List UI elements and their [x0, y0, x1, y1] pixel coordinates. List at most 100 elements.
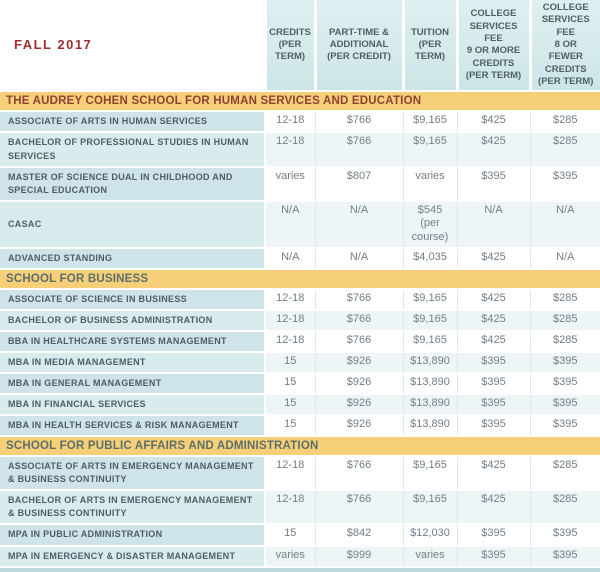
- value-cell-credits: 15: [264, 415, 315, 438]
- section-header-row: THE AUDREY COHEN SCHOOL FOR HUMAN SERVIC…: [0, 91, 600, 113]
- value-cell-tuition: $9,165: [402, 309, 457, 333]
- value-cell-part-time: $842: [314, 524, 403, 547]
- table-row: ADVANCED STANDING N/A N/A $4,035 $425 N/A: [0, 247, 600, 270]
- value-cell-fee-9-or-more: $425: [456, 456, 530, 492]
- value-cell-credits: 12-18: [264, 490, 315, 526]
- value-cell-fee-8-or-fewer: $395: [529, 352, 600, 375]
- column-header-fee-9-or-more: COLLEGE SERVICES FEE 9 OR MORE CREDITS (…: [455, 0, 530, 93]
- value-cell-credits: N/A: [264, 200, 315, 249]
- value-cell-part-time: $926: [314, 373, 403, 396]
- table-row: BACHELOR OF BUSINESS ADMINISTRATION 12-18…: [0, 309, 600, 333]
- value-cell-tuition: $9,165: [402, 331, 457, 354]
- value-cell-credits: 15: [264, 524, 315, 547]
- value-cell-fee-9-or-more: $395: [456, 524, 530, 547]
- section-header-row: SCHOOL FOR BUSINESS: [0, 268, 600, 290]
- column-header-tuition: TUITION (PER TERM): [401, 0, 457, 93]
- value-cell-part-time: $766: [314, 331, 403, 354]
- value-cell-fee-9-or-more: N/A: [456, 200, 530, 249]
- section-title: SCHOOL FOR PUBLIC AFFAIRS AND ADMINISTRA…: [0, 436, 600, 458]
- value-cell-part-time: $926: [314, 352, 403, 375]
- value-cell-tuition: $9,165: [402, 111, 457, 134]
- value-cell-fee-9-or-more: $395: [456, 415, 530, 438]
- value-cell-part-time: $766: [314, 111, 403, 134]
- value-cell-credits: 12-18: [264, 309, 315, 333]
- value-cell-tuition: $13,890: [402, 373, 457, 396]
- value-cell-fee-9-or-more: $425: [456, 111, 530, 134]
- value-cell-credits: 12-18: [264, 132, 315, 168]
- value-cell-fee-9-or-more: $425: [456, 331, 530, 354]
- value-cell-tuition: $13,890: [402, 352, 457, 375]
- value-cell-tuition: $13,890: [402, 394, 457, 417]
- value-cell-part-time: $999: [314, 545, 403, 568]
- program-name: ASSOCIATE OF ARTS IN EMERGENCY MANAGEMEN…: [0, 456, 266, 492]
- value-cell-fee-9-or-more: $395: [456, 166, 530, 202]
- table-row: MBA IN FINANCIAL SERVICES 15 $926 $13,890 $3…: [0, 394, 600, 417]
- table-bottom-border: [0, 566, 600, 572]
- value-cell-fee-9-or-more: $425: [456, 490, 530, 526]
- value-cell-credits: 12-18: [264, 111, 315, 134]
- value-cell-credits: 15: [264, 352, 315, 375]
- value-cell-fee-8-or-fewer: $285: [529, 490, 600, 526]
- program-name: MBA IN FINANCIAL SERVICES: [0, 394, 266, 417]
- table-row: CASAC N/A N/A $545 (per course) N/A N/A: [0, 200, 600, 249]
- value-cell-credits: 12-18: [264, 456, 315, 492]
- value-cell-fee-8-or-fewer: $285: [529, 111, 600, 134]
- value-cell-part-time: $926: [314, 415, 403, 438]
- table-row: BBA IN HEALTHCARE SYSTEMS MANAGEMENT 12-1…: [0, 331, 600, 354]
- value-cell-part-time: N/A: [314, 247, 403, 270]
- value-cell-fee-9-or-more: $425: [456, 247, 530, 270]
- program-name: MPA IN PUBLIC ADMINISTRATION: [0, 524, 266, 547]
- value-cell-tuition: varies: [402, 166, 457, 202]
- term-corner-cell: FALL 2017: [0, 0, 265, 93]
- table-row: ASSOCIATE OF ARTS IN HUMAN SERVICES 12-18…: [0, 111, 600, 134]
- table-row: ASSOCIATE OF ARTS IN EMERGENCY MANAGEMEN…: [0, 456, 600, 492]
- value-cell-fee-8-or-fewer: $285: [529, 331, 600, 354]
- program-name: ASSOCIATE OF SCIENCE IN BUSINESS: [0, 288, 266, 311]
- value-cell-tuition: $13,890: [402, 415, 457, 438]
- section-title: SCHOOL FOR BUSINESS: [0, 268, 600, 290]
- value-cell-part-time: $766: [314, 132, 403, 168]
- value-cell-tuition: $9,165: [402, 288, 457, 311]
- program-name: MBA IN HEALTH SERVICES & RISK MANAGEMENT: [0, 415, 266, 438]
- value-cell-part-time: $766: [314, 309, 403, 333]
- column-header-credits: CREDITS (PER TERM): [263, 0, 315, 93]
- program-name: MPA IN EMERGENCY & DISASTER MANAGEMENT: [0, 545, 266, 568]
- program-name: MASTER OF SCIENCE DUAL IN CHILDHOOD AND …: [0, 166, 266, 202]
- value-cell-credits: 12-18: [264, 331, 315, 354]
- value-cell-fee-9-or-more: $425: [456, 288, 530, 311]
- table-body: THE AUDREY COHEN SCHOOL FOR HUMAN SERVIC…: [0, 91, 600, 568]
- table-row: BACHELOR OF PROFESSIONAL STUDIES IN HUMA…: [0, 132, 600, 168]
- table-row: MPA IN EMERGENCY & DISASTER MANAGEMENT va…: [0, 545, 600, 568]
- program-name: BACHELOR OF ARTS IN EMERGENCY MANAGEMENT…: [0, 490, 266, 526]
- value-cell-part-time: $766: [314, 456, 403, 492]
- value-cell-credits: 15: [264, 394, 315, 417]
- table-row: MBA IN GENERAL MANAGEMENT 15 $926 $13,890 $3…: [0, 373, 600, 396]
- program-name: BACHELOR OF BUSINESS ADMINISTRATION: [0, 309, 266, 333]
- program-name: MBA IN MEDIA MANAGEMENT: [0, 352, 266, 375]
- program-name: CASAC: [0, 200, 266, 249]
- value-cell-fee-8-or-fewer: N/A: [529, 200, 600, 249]
- value-cell-tuition: $9,165: [402, 456, 457, 492]
- value-cell-fee-8-or-fewer: $285: [529, 309, 600, 333]
- table-row: MPA IN PUBLIC ADMINISTRATION 15 $842 $12,03…: [0, 524, 600, 547]
- value-cell-tuition: $12,030: [402, 524, 457, 547]
- value-cell-credits: varies: [264, 545, 315, 568]
- column-header-fee-8-or-fewer: COLLEGE SERVICES FEE 8 OR FEWER CREDITS …: [528, 0, 600, 93]
- program-name: BACHELOR OF PROFESSIONAL STUDIES IN HUMA…: [0, 132, 266, 168]
- value-cell-credits: varies: [264, 166, 315, 202]
- table-row: BACHELOR OF ARTS IN EMERGENCY MANAGEMENT…: [0, 490, 600, 526]
- value-cell-fee-8-or-fewer: $395: [529, 373, 600, 396]
- value-cell-tuition: $9,165: [402, 490, 457, 526]
- value-cell-fee-8-or-fewer: $395: [529, 415, 600, 438]
- value-cell-fee-9-or-more: $395: [456, 352, 530, 375]
- program-name: ASSOCIATE OF ARTS IN HUMAN SERVICES: [0, 111, 266, 134]
- program-name: BBA IN HEALTHCARE SYSTEMS MANAGEMENT: [0, 331, 266, 354]
- value-cell-tuition: $9,165: [402, 132, 457, 168]
- value-cell-fee-8-or-fewer: $395: [529, 524, 600, 547]
- value-cell-fee-9-or-more: $395: [456, 545, 530, 568]
- value-cell-tuition: $4,035: [402, 247, 457, 270]
- value-cell-fee-8-or-fewer: N/A: [529, 247, 600, 270]
- value-cell-credits: 12-18: [264, 288, 315, 311]
- table-row: MBA IN MEDIA MANAGEMENT 15 $926 $13,890 $395…: [0, 352, 600, 375]
